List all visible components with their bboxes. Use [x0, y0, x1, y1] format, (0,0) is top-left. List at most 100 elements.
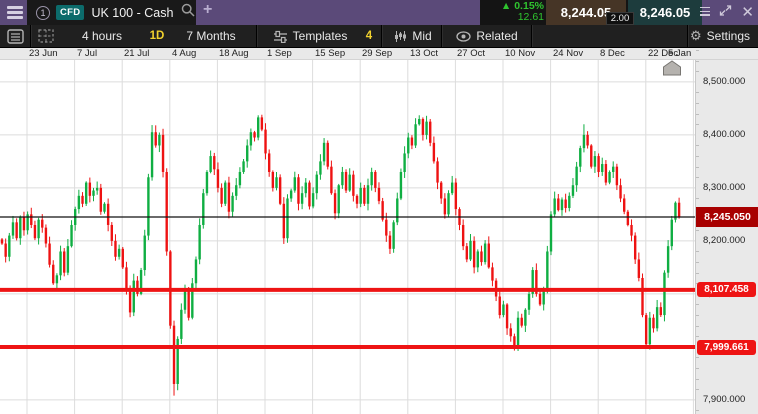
- candle-body: [505, 304, 509, 329]
- candle-body: [440, 182, 443, 199]
- candle-body: [191, 283, 194, 318]
- price-tick-label: 8,200.000: [703, 235, 746, 247]
- candle-body: [374, 171, 377, 188]
- candle-body: [579, 148, 582, 167]
- candle-body: [220, 187, 223, 204]
- minor-tick: [696, 71, 699, 73]
- watchlist-icon[interactable]: [700, 6, 711, 19]
- interval-selector[interactable]: 4 hours: [81, 29, 123, 43]
- candle-body: [216, 169, 220, 188]
- candle-body: [257, 117, 260, 138]
- event-marker-icon[interactable]: [663, 60, 681, 76]
- candle-body: [623, 198, 626, 212]
- date-tick-label: 27 Oct: [457, 48, 485, 59]
- price-chart[interactable]: [0, 60, 695, 414]
- candle-body: [363, 187, 366, 204]
- templates-button[interactable]: Templates: [262, 25, 358, 47]
- candle-body: [461, 224, 465, 247]
- candle-body: [143, 235, 146, 271]
- candle-body: [0, 239, 4, 244]
- layout-grid-icon[interactable]: [33, 25, 58, 47]
- price-axis[interactable]: 8,500.000 8,400.000 8,300.000 8,200.000 8,10…: [695, 50, 758, 414]
- candle-body: [52, 264, 55, 284]
- mid-price-toggle[interactable]: Mid: [386, 25, 440, 47]
- candle-body: [326, 142, 329, 167]
- candle-body: [410, 137, 414, 146]
- candle-body: [77, 195, 81, 210]
- minor-tick: [696, 325, 699, 327]
- change-percent: 0.15%: [514, 0, 544, 12]
- range-selector[interactable]: 7 Months: [186, 29, 236, 43]
- chart-toolbar: 4 hours 1D 7 Months Templates 4 Mid Rela…: [0, 25, 758, 48]
- candle-body: [407, 137, 410, 154]
- expand-icon[interactable]: [719, 4, 732, 22]
- candle-body: [81, 195, 84, 204]
- candlestick-icon: [395, 30, 407, 42]
- candle-body: [516, 317, 520, 348]
- candle-body: [333, 193, 337, 214]
- minor-tick: [696, 113, 699, 115]
- candle-body: [154, 132, 157, 146]
- candle-body: [491, 267, 494, 281]
- candle-body: [454, 182, 458, 210]
- candle-body: [48, 243, 51, 265]
- date-tick-label: 1 Sep: [267, 48, 292, 59]
- chart-plot-area[interactable]: [0, 60, 695, 414]
- templates-count-badge: 4: [365, 30, 373, 42]
- settings-button[interactable]: ⚙ Settings: [689, 28, 750, 43]
- candle-body: [286, 198, 289, 239]
- candle-body: [421, 118, 425, 135]
- candle-body: [575, 166, 578, 186]
- candle-body: [655, 307, 659, 329]
- price-tick-label: 7,900.000: [703, 394, 746, 406]
- candle-body: [311, 193, 315, 207]
- candle-body: [238, 171, 242, 186]
- add-tab-button[interactable]: +: [203, 1, 213, 18]
- top-bar: 1 CFD UK 100 - Cash + ▲ 0.15% 12.61 8,24…: [0, 0, 758, 25]
- chart-list-button[interactable]: [3, 25, 28, 47]
- candle-body: [531, 270, 534, 294]
- interval-badge-1d[interactable]: 1D: [149, 30, 165, 42]
- price-level-label[interactable]: 8,107.458: [697, 282, 756, 298]
- candle-body: [352, 174, 355, 196]
- candle-body: [33, 224, 37, 239]
- candle-body: [161, 134, 165, 172]
- price-level-label[interactable]: 7,999.661: [697, 339, 756, 355]
- candle-body: [275, 177, 278, 188]
- minor-tick: [696, 272, 699, 274]
- candle-body: [37, 219, 40, 239]
- close-icon[interactable]: ✕: [741, 4, 754, 21]
- candle-body: [128, 288, 132, 313]
- candle-body: [95, 187, 99, 191]
- menu-icon[interactable]: [7, 6, 25, 19]
- minor-tick: [696, 304, 699, 306]
- minor-tick: [696, 357, 699, 359]
- buy-price-button[interactable]: 8,246.05: [628, 0, 702, 25]
- candle-body: [549, 214, 553, 252]
- candle-body: [619, 185, 622, 199]
- candle-body: [535, 270, 538, 294]
- related-markets-button[interactable]: Related: [446, 25, 528, 47]
- candle-body: [626, 211, 630, 225]
- candle-body: [180, 309, 183, 339]
- candle-body: [450, 182, 454, 194]
- search-icon[interactable]: [181, 3, 195, 22]
- candle-body: [319, 161, 322, 175]
- candle-body: [560, 199, 564, 211]
- instrument-title: UK 100 - Cash: [91, 5, 174, 20]
- candle-body: [429, 121, 432, 143]
- minor-tick: [696, 166, 699, 168]
- candle-body: [388, 235, 392, 249]
- candle-body: [666, 246, 670, 273]
- candle-body: [187, 288, 190, 318]
- candle-body: [304, 182, 307, 194]
- candle-body: [315, 174, 318, 194]
- candle-body: [293, 177, 296, 191]
- candle-body: [84, 182, 88, 204]
- candle-body: [246, 145, 249, 162]
- candle-body: [677, 202, 681, 218]
- date-axis[interactable]: 23 Jun 7 Jul 21 Jul 4 Aug 18 Aug 1 Sep 15 Sep 2…: [0, 48, 758, 60]
- date-tick-label: 24 Nov: [553, 48, 584, 59]
- instrument-tab[interactable]: 1 CFD UK 100 - Cash: [27, 0, 196, 25]
- candle-body: [659, 307, 662, 316]
